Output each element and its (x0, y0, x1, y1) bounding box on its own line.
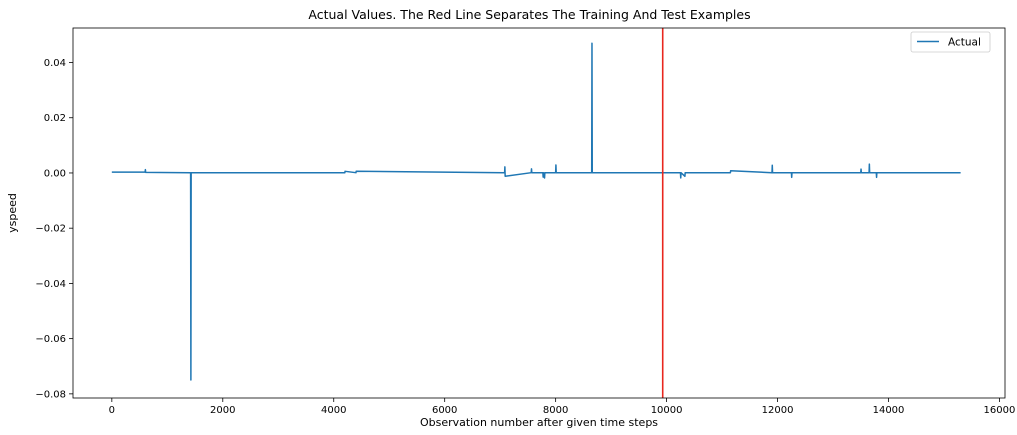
y-tick-label: −0.04 (35, 279, 66, 290)
x-tick-label: 12000 (762, 405, 794, 416)
x-tick-label: 0 (109, 405, 115, 416)
x-axis-label: Observation number after given time step… (420, 416, 658, 429)
chart-title: Actual Values. The Red Line Separates Th… (308, 7, 750, 22)
legend-box (910, 31, 991, 53)
y-tick-label: 0.02 (44, 113, 66, 124)
y-tick-label: −0.08 (35, 389, 66, 400)
x-tick-label: 14000 (873, 405, 905, 416)
x-tick-label: 8000 (543, 405, 568, 416)
x-tick-label: 4000 (321, 405, 346, 416)
series-line-actual (111, 42, 961, 381)
plot-frame (72, 27, 1006, 399)
x-tick-label: 16000 (984, 405, 1016, 416)
y-tick-label: −0.02 (35, 224, 66, 235)
y-axis: −0.08 −0.06 −0.04 −0.02 0.00 0.02 0.04 (35, 58, 73, 400)
x-tick-label: 2000 (210, 405, 235, 416)
y-axis-label: yspeed (6, 193, 19, 233)
legend-label-actual: Actual (948, 37, 981, 49)
x-tick-label: 6000 (432, 405, 457, 416)
x-tick-label: 10000 (651, 405, 683, 416)
y-tick-label: −0.06 (35, 334, 66, 345)
plot-area (111, 28, 961, 398)
legend: Actual (910, 31, 991, 53)
x-axis: 0 2000 4000 6000 8000 10000 12000 14000 16000 (109, 398, 1016, 416)
y-tick-label: 0.04 (44, 58, 66, 69)
y-tick-label: 0.00 (44, 168, 66, 179)
